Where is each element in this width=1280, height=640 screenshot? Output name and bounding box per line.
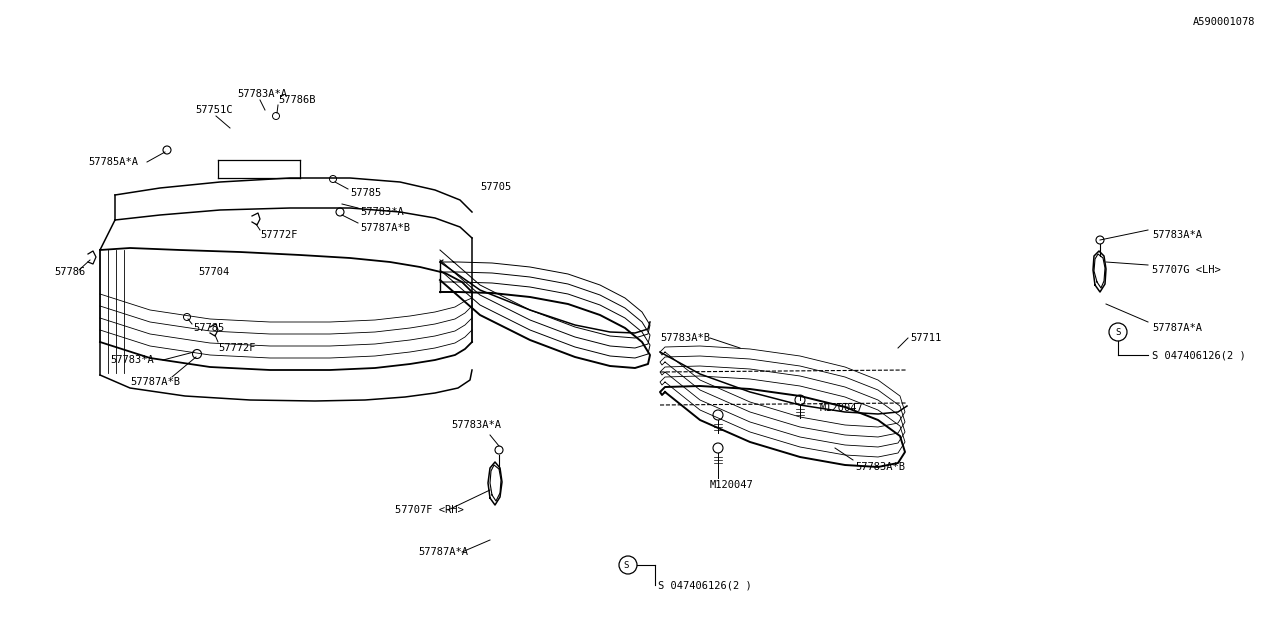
Text: 57785: 57785 (193, 323, 224, 333)
Text: 57783A*A: 57783A*A (237, 89, 287, 99)
Text: 57783A*B: 57783A*B (855, 462, 905, 472)
Text: 57772F: 57772F (260, 230, 297, 240)
Text: 57783A*B: 57783A*B (660, 333, 710, 343)
Text: 57783*A: 57783*A (110, 355, 154, 365)
Text: M120047: M120047 (710, 480, 754, 490)
Text: M120047: M120047 (820, 403, 864, 413)
Text: 57783A*A: 57783A*A (1152, 230, 1202, 240)
Text: 57707G <LH>: 57707G <LH> (1152, 265, 1221, 275)
Text: S 047406126(2 ): S 047406126(2 ) (1152, 350, 1245, 360)
Text: 57772F: 57772F (218, 343, 256, 353)
Text: 57786B: 57786B (278, 95, 315, 105)
Text: 57785: 57785 (349, 188, 381, 198)
Text: 57787A*B: 57787A*B (131, 377, 180, 387)
Text: S 047406126(2 ): S 047406126(2 ) (658, 580, 751, 590)
Text: 57704: 57704 (198, 267, 229, 277)
Text: 57783*A: 57783*A (360, 207, 403, 217)
Text: 57707F <RH>: 57707F <RH> (396, 505, 463, 515)
Text: 57705: 57705 (480, 182, 511, 192)
Text: 57785A*A: 57785A*A (88, 157, 138, 167)
Text: 57786: 57786 (54, 267, 86, 277)
Text: 57783A*A: 57783A*A (451, 420, 500, 430)
Text: 57711: 57711 (910, 333, 941, 343)
Text: 57751C: 57751C (195, 105, 233, 115)
Text: S: S (1115, 328, 1121, 337)
Text: A590001078: A590001078 (1193, 17, 1254, 27)
Text: 57787A*A: 57787A*A (1152, 323, 1202, 333)
Text: S: S (623, 561, 628, 570)
Text: 57787A*B: 57787A*B (360, 223, 410, 233)
Text: 57787A*A: 57787A*A (419, 547, 468, 557)
